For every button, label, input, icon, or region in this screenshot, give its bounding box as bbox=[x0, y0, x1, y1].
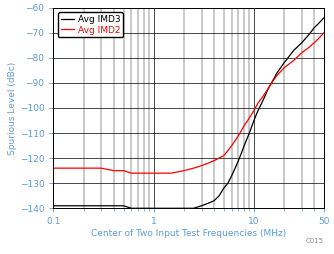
Avg IMD3 bbox=[307, 34, 311, 37]
Avg IMD3 bbox=[256, 109, 260, 112]
Avg IMD3 bbox=[300, 41, 304, 44]
Avg IMD3 bbox=[312, 26, 316, 29]
Avg IMD3 bbox=[136, 207, 140, 210]
Avg IMD2 bbox=[236, 134, 240, 137]
Avg IMD3 bbox=[267, 86, 271, 89]
Avg IMD2 bbox=[217, 156, 221, 160]
Avg IMD3 bbox=[182, 207, 186, 210]
Avg IMD2 bbox=[130, 172, 134, 175]
Avg IMD2 bbox=[260, 97, 264, 100]
Avg IMD3 bbox=[169, 207, 173, 210]
Avg IMD3 bbox=[270, 81, 274, 84]
Avg IMD3 bbox=[260, 101, 264, 104]
Avg IMD3 bbox=[252, 119, 256, 122]
Avg IMD2 bbox=[206, 162, 210, 165]
Avg IMD3 bbox=[91, 204, 95, 207]
Avg IMD3 bbox=[322, 16, 326, 19]
Avg IMD2 bbox=[122, 169, 126, 172]
Avg IMD3 bbox=[130, 207, 134, 210]
Avg IMD2 bbox=[312, 41, 316, 44]
Avg IMD3 bbox=[239, 152, 243, 155]
Avg IMD2 bbox=[256, 101, 260, 104]
Avg IMD2 bbox=[51, 167, 55, 170]
Line: Avg IMD2: Avg IMD2 bbox=[53, 33, 324, 173]
Avg IMD3 bbox=[206, 202, 210, 205]
Avg IMD3 bbox=[99, 204, 103, 207]
Avg IMD2 bbox=[267, 86, 271, 89]
Text: C015: C015 bbox=[306, 239, 324, 244]
Avg IMD3 bbox=[230, 174, 234, 177]
Avg IMD3 bbox=[152, 207, 156, 210]
Legend: Avg IMD3, Avg IMD2: Avg IMD3, Avg IMD2 bbox=[58, 12, 123, 37]
Avg IMD2 bbox=[69, 167, 73, 170]
Avg IMD2 bbox=[239, 129, 243, 132]
Avg IMD3 bbox=[212, 199, 216, 202]
Avg IMD2 bbox=[199, 164, 203, 167]
Avg IMD3 bbox=[122, 204, 126, 207]
Avg IMD3 bbox=[51, 204, 55, 207]
Avg IMD3 bbox=[160, 207, 164, 210]
Avg IMD3 bbox=[233, 167, 237, 170]
Avg IMD2 bbox=[292, 59, 296, 62]
Avg IMD3 bbox=[81, 204, 86, 207]
Avg IMD3 bbox=[222, 187, 226, 190]
Avg IMD3 bbox=[217, 194, 221, 197]
Avg IMD3 bbox=[236, 159, 240, 162]
Y-axis label: Spurious Level (dBc): Spurious Level (dBc) bbox=[8, 61, 17, 155]
Avg IMD2 bbox=[282, 66, 286, 69]
Avg IMD3 bbox=[142, 207, 146, 210]
Avg IMD2 bbox=[142, 172, 146, 175]
Avg IMD3 bbox=[192, 207, 196, 210]
Avg IMD2 bbox=[226, 149, 230, 152]
Avg IMD3 bbox=[275, 71, 279, 74]
Avg IMD2 bbox=[300, 51, 304, 54]
Avg IMD3 bbox=[282, 61, 286, 64]
Avg IMD2 bbox=[147, 172, 151, 175]
Avg IMD3 bbox=[226, 182, 230, 185]
Avg IMD2 bbox=[252, 109, 256, 112]
Avg IMD3 bbox=[292, 49, 296, 52]
Avg IMD2 bbox=[136, 172, 140, 175]
Avg IMD2 bbox=[169, 172, 173, 175]
Avg IMD3 bbox=[242, 144, 246, 147]
Avg IMD2 bbox=[152, 172, 156, 175]
Avg IMD3 bbox=[112, 204, 116, 207]
Avg IMD2 bbox=[307, 46, 311, 49]
Avg IMD2 bbox=[112, 169, 116, 172]
Avg IMD2 bbox=[192, 167, 196, 170]
Avg IMD3 bbox=[147, 207, 151, 210]
Avg IMD2 bbox=[99, 167, 103, 170]
X-axis label: Center of Two Input Test Frequencies (MHz): Center of Two Input Test Frequencies (MH… bbox=[91, 229, 286, 238]
Avg IMD2 bbox=[81, 167, 86, 170]
Avg IMD2 bbox=[317, 36, 321, 39]
Avg IMD2 bbox=[230, 144, 234, 147]
Avg IMD2 bbox=[247, 117, 251, 120]
Line: Avg IMD3: Avg IMD3 bbox=[53, 18, 324, 208]
Avg IMD3 bbox=[317, 21, 321, 24]
Avg IMD2 bbox=[212, 159, 216, 162]
Avg IMD2 bbox=[233, 139, 237, 142]
Avg IMD2 bbox=[182, 169, 186, 172]
Avg IMD2 bbox=[322, 31, 326, 34]
Avg IMD3 bbox=[247, 132, 251, 135]
Avg IMD2 bbox=[160, 172, 164, 175]
Avg IMD2 bbox=[222, 154, 226, 157]
Avg IMD3 bbox=[199, 204, 203, 207]
Avg IMD2 bbox=[91, 167, 95, 170]
Avg IMD2 bbox=[275, 74, 279, 77]
Avg IMD3 bbox=[69, 204, 73, 207]
Avg IMD2 bbox=[270, 81, 274, 84]
Avg IMD2 bbox=[242, 124, 246, 127]
